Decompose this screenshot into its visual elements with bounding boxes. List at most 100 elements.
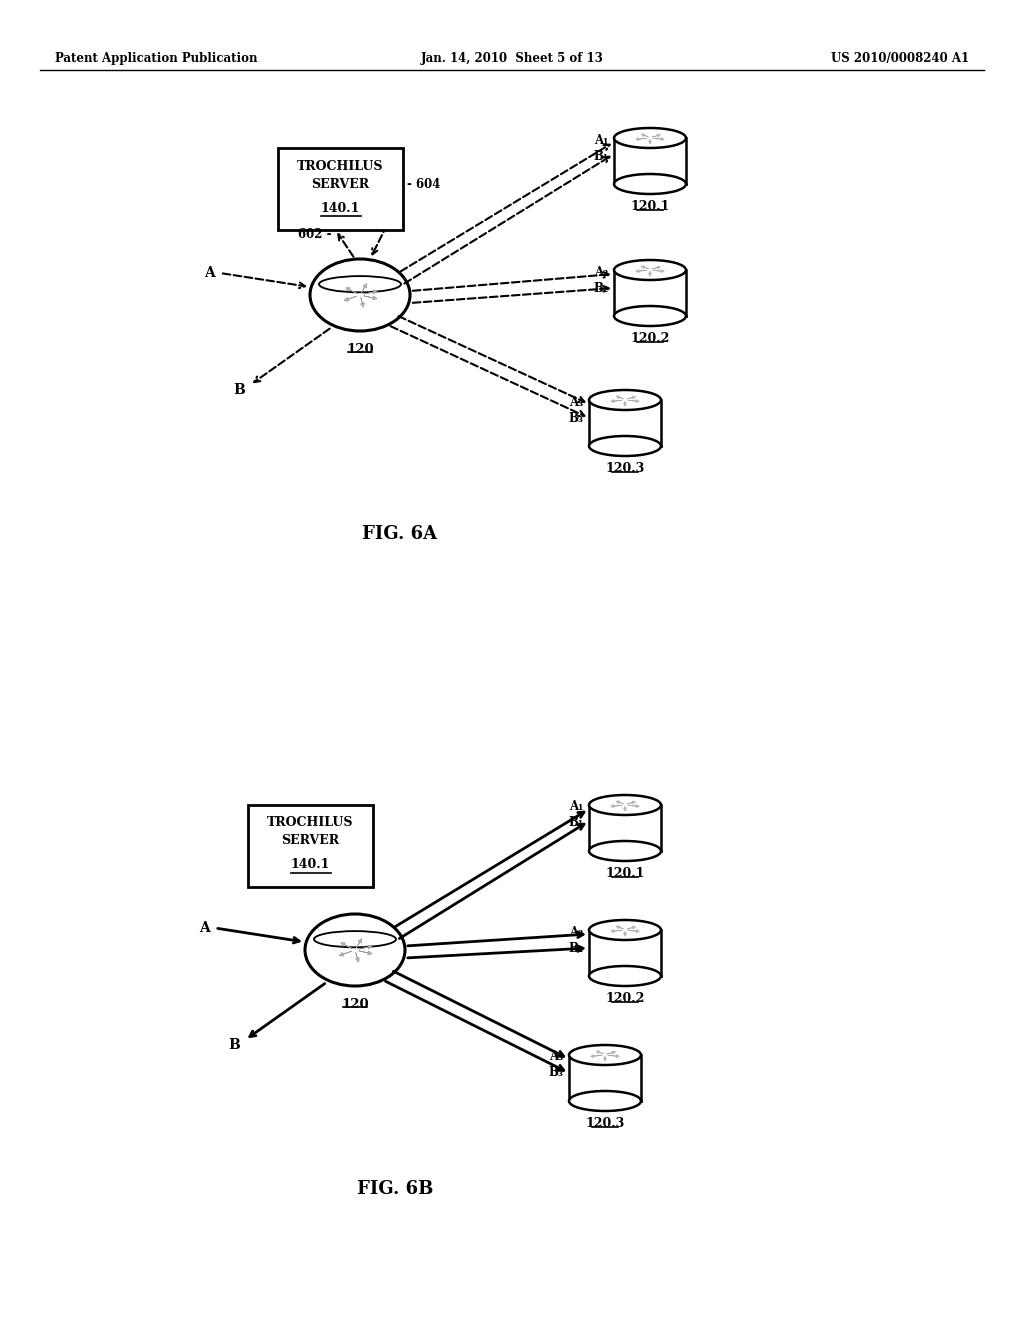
Polygon shape xyxy=(589,400,662,446)
Text: 120.3: 120.3 xyxy=(605,462,645,475)
Text: A₂: A₂ xyxy=(594,265,608,279)
FancyArrow shape xyxy=(339,952,351,956)
Text: FIG. 6A: FIG. 6A xyxy=(362,525,437,543)
FancyArrow shape xyxy=(616,801,624,804)
FancyArrow shape xyxy=(356,939,361,948)
FancyArrow shape xyxy=(627,801,636,804)
FancyArrow shape xyxy=(608,1055,620,1057)
FancyArrow shape xyxy=(648,139,651,144)
FancyArrow shape xyxy=(624,931,627,936)
Text: B₃: B₃ xyxy=(568,412,583,425)
Text: TROCHILUS: TROCHILUS xyxy=(297,160,384,173)
FancyBboxPatch shape xyxy=(278,148,403,230)
Ellipse shape xyxy=(305,913,406,986)
FancyArrow shape xyxy=(596,1051,603,1053)
Ellipse shape xyxy=(614,174,686,194)
Text: B₁: B₁ xyxy=(568,817,583,829)
FancyArrow shape xyxy=(652,135,660,137)
Text: B₂: B₂ xyxy=(593,281,608,294)
FancyArrow shape xyxy=(358,945,372,949)
Text: SERVER: SERVER xyxy=(282,834,340,847)
FancyArrow shape xyxy=(361,284,367,293)
Text: A₃: A₃ xyxy=(549,1051,563,1064)
Polygon shape xyxy=(614,139,686,183)
Ellipse shape xyxy=(310,259,410,331)
FancyArrow shape xyxy=(364,290,377,294)
FancyBboxPatch shape xyxy=(248,805,373,887)
FancyArrow shape xyxy=(641,265,648,269)
FancyArrow shape xyxy=(628,400,639,403)
Polygon shape xyxy=(589,805,662,851)
FancyArrow shape xyxy=(653,137,665,141)
FancyArrow shape xyxy=(616,925,624,929)
Text: A₁: A₁ xyxy=(594,133,608,147)
FancyArrow shape xyxy=(610,400,623,403)
Text: A₃: A₃ xyxy=(568,396,583,408)
FancyArrow shape xyxy=(636,269,647,273)
Text: FIG. 6B: FIG. 6B xyxy=(356,1180,433,1199)
FancyArrow shape xyxy=(355,953,359,962)
Ellipse shape xyxy=(589,966,662,986)
Ellipse shape xyxy=(589,841,662,861)
Ellipse shape xyxy=(569,1045,641,1065)
FancyArrow shape xyxy=(636,137,647,141)
Text: 120: 120 xyxy=(346,343,374,356)
FancyArrow shape xyxy=(641,133,648,137)
FancyArrow shape xyxy=(344,296,356,301)
Text: A₁: A₁ xyxy=(568,800,583,813)
Ellipse shape xyxy=(614,128,686,148)
FancyArrow shape xyxy=(610,805,623,808)
Text: B₂: B₂ xyxy=(568,941,583,954)
FancyArrow shape xyxy=(591,1055,602,1057)
Text: SERVER: SERVER xyxy=(311,177,370,190)
FancyArrow shape xyxy=(607,1051,615,1055)
FancyArrow shape xyxy=(364,296,377,300)
FancyArrow shape xyxy=(341,942,352,948)
Polygon shape xyxy=(569,1055,641,1101)
Text: 602 -: 602 - xyxy=(299,228,332,242)
Ellipse shape xyxy=(569,1092,641,1111)
FancyArrow shape xyxy=(648,271,651,276)
Text: 140.1: 140.1 xyxy=(291,858,330,871)
Text: 120.2: 120.2 xyxy=(631,333,670,345)
FancyArrow shape xyxy=(616,396,624,399)
Text: 120.2: 120.2 xyxy=(605,993,645,1005)
Text: B: B xyxy=(228,1038,240,1052)
FancyArrow shape xyxy=(603,1056,606,1061)
Ellipse shape xyxy=(589,389,662,411)
Ellipse shape xyxy=(589,920,662,940)
Text: 140.1: 140.1 xyxy=(321,202,360,214)
FancyArrow shape xyxy=(610,929,623,933)
Text: - 604: - 604 xyxy=(407,178,440,191)
Ellipse shape xyxy=(589,795,662,814)
Polygon shape xyxy=(589,931,662,975)
FancyArrow shape xyxy=(627,927,636,929)
Polygon shape xyxy=(614,271,686,315)
Text: 120: 120 xyxy=(341,998,369,1011)
Ellipse shape xyxy=(614,306,686,326)
Text: A₂: A₂ xyxy=(568,925,583,939)
FancyArrow shape xyxy=(627,396,636,399)
FancyArrow shape xyxy=(653,269,665,273)
Text: 120.1: 120.1 xyxy=(605,867,645,880)
FancyArrow shape xyxy=(346,288,357,293)
Text: 120.3: 120.3 xyxy=(586,1117,625,1130)
FancyArrow shape xyxy=(628,929,639,933)
FancyArrow shape xyxy=(624,807,627,812)
Text: Jan. 14, 2010  Sheet 5 of 13: Jan. 14, 2010 Sheet 5 of 13 xyxy=(421,51,603,65)
Text: A: A xyxy=(200,921,210,935)
FancyArrow shape xyxy=(628,805,639,808)
Text: A: A xyxy=(204,267,215,280)
FancyArrow shape xyxy=(358,950,372,954)
Ellipse shape xyxy=(614,260,686,280)
Text: 120.1: 120.1 xyxy=(631,201,670,213)
Text: Patent Application Publication: Patent Application Publication xyxy=(55,51,257,65)
Ellipse shape xyxy=(589,436,662,455)
Text: US 2010/0008240 A1: US 2010/0008240 A1 xyxy=(830,51,969,65)
FancyArrow shape xyxy=(360,297,365,308)
Text: TROCHILUS: TROCHILUS xyxy=(267,817,353,829)
FancyArrow shape xyxy=(624,401,627,407)
Text: B: B xyxy=(233,383,245,397)
Text: B₁: B₁ xyxy=(593,149,608,162)
Text: B₃: B₃ xyxy=(548,1067,563,1080)
